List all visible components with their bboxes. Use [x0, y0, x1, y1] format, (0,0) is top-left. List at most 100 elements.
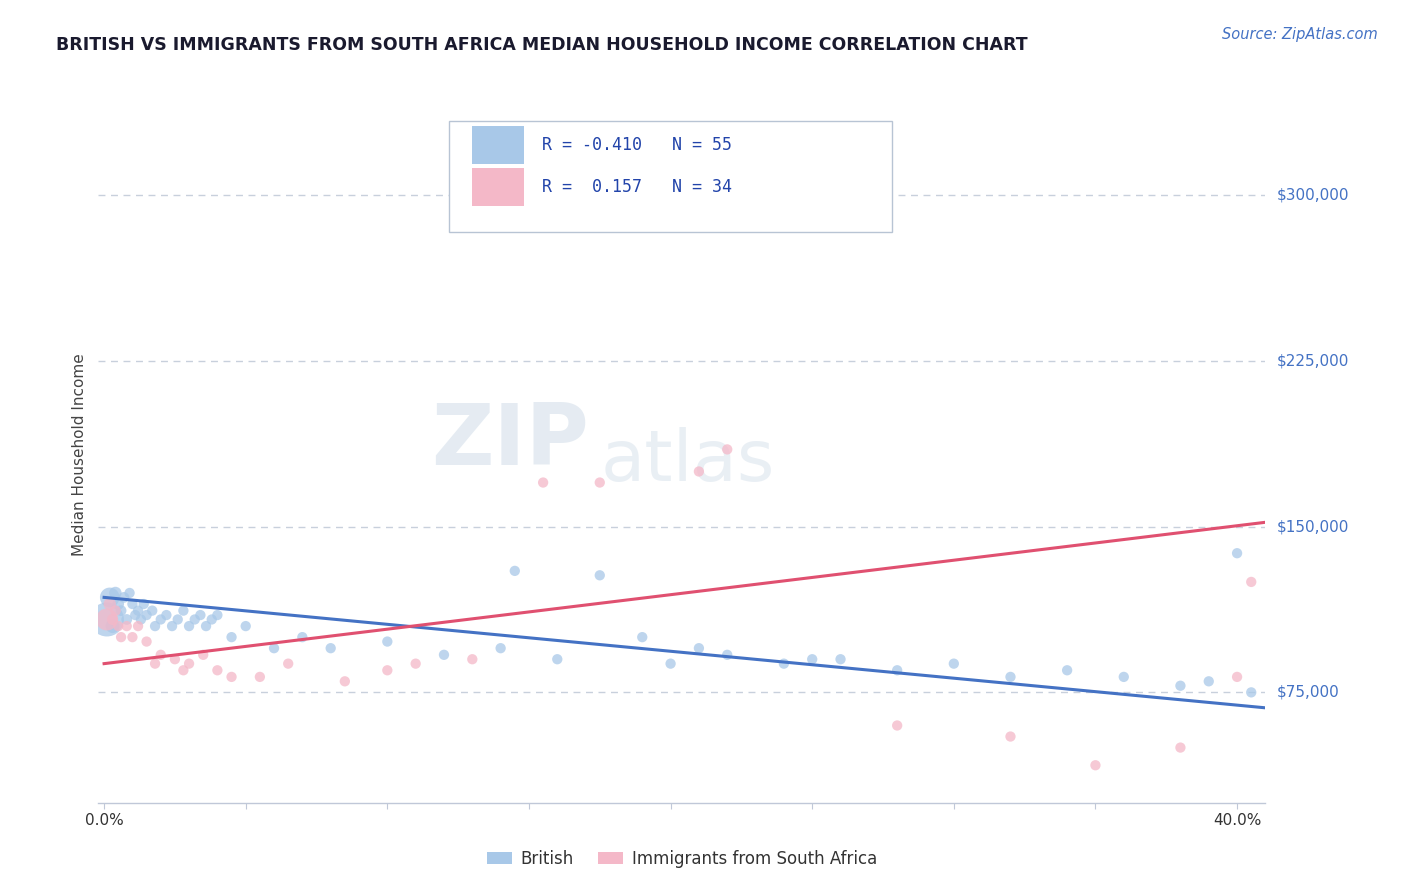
Point — [101, 612, 124, 626]
Point — [433, 648, 456, 662]
Point — [319, 641, 342, 656]
Point — [1198, 674, 1220, 689]
Point — [163, 652, 186, 666]
Point — [235, 619, 257, 633]
Point — [127, 604, 149, 618]
Point — [177, 657, 200, 671]
Point — [221, 630, 243, 644]
Point — [104, 604, 127, 618]
Point — [589, 475, 612, 490]
Point — [110, 604, 132, 618]
Point — [98, 597, 121, 611]
Point — [207, 608, 229, 623]
Point — [801, 652, 824, 666]
Point — [546, 652, 568, 666]
Point — [107, 597, 129, 611]
Bar — [472, 126, 524, 164]
Point — [129, 612, 152, 626]
Point — [107, 619, 129, 633]
Point — [96, 612, 118, 626]
Point — [375, 663, 398, 677]
Text: R =  0.157   N = 34: R = 0.157 N = 34 — [541, 178, 733, 196]
Point — [193, 648, 215, 662]
Point — [98, 591, 121, 605]
Point — [716, 442, 738, 457]
Point — [101, 619, 124, 633]
Point — [659, 657, 682, 671]
Point — [121, 630, 143, 644]
Point — [121, 597, 143, 611]
Point — [503, 564, 526, 578]
Point — [207, 663, 229, 677]
Point — [143, 619, 166, 633]
Point — [886, 663, 908, 677]
Point — [1112, 670, 1135, 684]
Bar — [472, 168, 524, 206]
Point — [141, 604, 163, 618]
Point — [1084, 758, 1107, 772]
Point — [112, 591, 135, 605]
Point — [886, 718, 908, 732]
Point — [263, 641, 285, 656]
Point — [716, 648, 738, 662]
Point — [183, 612, 205, 626]
Point — [461, 652, 484, 666]
Point — [132, 597, 155, 611]
Point — [589, 568, 612, 582]
Point — [96, 612, 118, 626]
Point — [291, 630, 314, 644]
Point — [104, 586, 127, 600]
Point — [172, 663, 194, 677]
Text: BRITISH VS IMMIGRANTS FROM SOUTH AFRICA MEDIAN HOUSEHOLD INCOME CORRELATION CHAR: BRITISH VS IMMIGRANTS FROM SOUTH AFRICA … — [56, 36, 1028, 54]
Point — [143, 657, 166, 671]
Point — [1056, 663, 1078, 677]
Point — [1170, 740, 1192, 755]
Text: $300,000: $300,000 — [1277, 188, 1350, 202]
Text: ZIP: ZIP — [430, 400, 589, 483]
Point — [124, 608, 146, 623]
Point — [375, 634, 398, 648]
Point — [1240, 574, 1263, 589]
Point — [221, 670, 243, 684]
Point — [160, 619, 183, 633]
Point — [1240, 685, 1263, 699]
Point — [531, 475, 554, 490]
Point — [1000, 730, 1022, 744]
Point — [127, 619, 149, 633]
Point — [149, 648, 172, 662]
Point — [115, 619, 138, 633]
Point — [942, 657, 965, 671]
Point — [1226, 670, 1249, 684]
Text: $225,000: $225,000 — [1277, 353, 1350, 368]
Point — [631, 630, 654, 644]
Point — [190, 608, 212, 623]
Text: Source: ZipAtlas.com: Source: ZipAtlas.com — [1222, 27, 1378, 42]
Text: atlas: atlas — [600, 427, 775, 496]
Point — [489, 641, 512, 656]
Point — [249, 670, 271, 684]
Point — [277, 657, 299, 671]
Point — [149, 612, 172, 626]
Legend: British, Immigrants from South Africa: British, Immigrants from South Africa — [481, 843, 883, 874]
Point — [773, 657, 796, 671]
Point — [195, 619, 218, 633]
Point — [688, 465, 710, 479]
Text: $75,000: $75,000 — [1277, 685, 1340, 700]
FancyBboxPatch shape — [449, 121, 891, 232]
Point — [115, 612, 138, 626]
Point — [135, 634, 157, 648]
Point — [172, 604, 194, 618]
Y-axis label: Median Household Income: Median Household Income — [72, 353, 87, 557]
Point — [110, 630, 132, 644]
Text: $150,000: $150,000 — [1277, 519, 1350, 534]
Point — [155, 608, 177, 623]
Point — [1170, 679, 1192, 693]
Point — [405, 657, 427, 671]
Point — [118, 586, 141, 600]
Point — [1226, 546, 1249, 560]
Point — [1000, 670, 1022, 684]
Point — [135, 608, 157, 623]
Point — [688, 641, 710, 656]
Point — [333, 674, 356, 689]
Point — [166, 612, 188, 626]
